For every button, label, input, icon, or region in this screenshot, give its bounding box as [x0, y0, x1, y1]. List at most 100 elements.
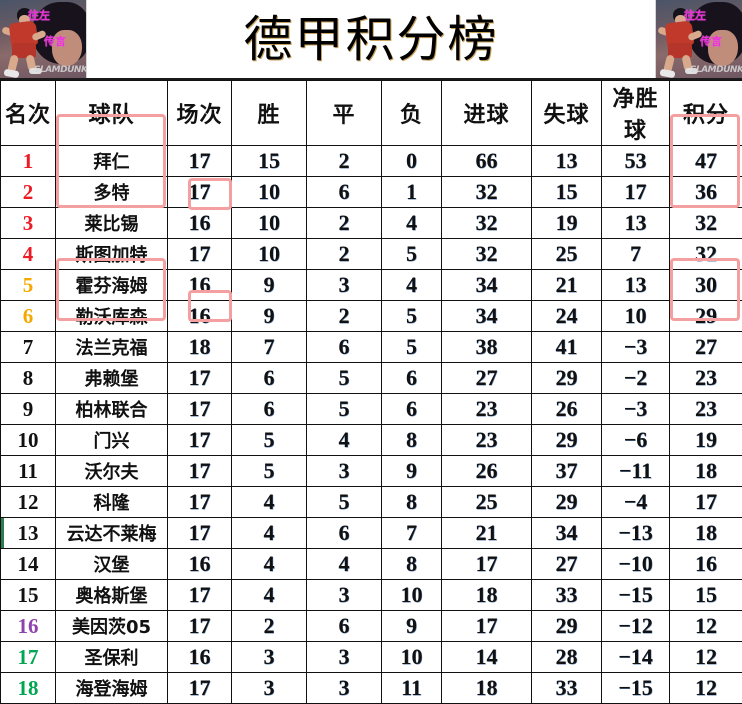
- cell-rank: 18: [1, 673, 56, 704]
- cell-won: 4: [232, 549, 307, 580]
- cell-rank: 11: [1, 456, 56, 487]
- cell-ga: 29: [532, 611, 602, 642]
- cell-gf: 25: [442, 487, 532, 518]
- cell-gf: 21: [442, 518, 532, 549]
- title-area: 德甲积分榜: [86, 0, 656, 78]
- cell-ga: 15: [532, 177, 602, 208]
- cell-won: 9: [232, 301, 307, 332]
- cell-gf: 14: [442, 642, 532, 673]
- cell-won: 3: [232, 673, 307, 704]
- column-header-points[interactable]: 积分: [670, 81, 742, 146]
- cell-played: 17: [168, 146, 232, 177]
- cell-team-name: 柏林联合: [56, 394, 168, 425]
- cell-gd: −14: [602, 642, 670, 673]
- cell-team-name: 海登海姆: [56, 673, 168, 704]
- cell-gd: −13: [602, 518, 670, 549]
- column-header-drawn[interactable]: 平: [307, 81, 382, 146]
- column-header-ga[interactable]: 失球: [532, 81, 602, 146]
- cell-team-name: 霍芬海姆: [56, 270, 168, 301]
- cell-won: 3: [232, 642, 307, 673]
- cell-drawn: 3: [307, 642, 382, 673]
- column-header-gf[interactable]: 进球: [442, 81, 532, 146]
- cell-lost: 10: [382, 642, 442, 673]
- cell-lost: 0: [382, 146, 442, 177]
- cell-played: 18: [168, 332, 232, 363]
- column-header-played[interactable]: 场次: [168, 81, 232, 146]
- cell-drawn: 6: [307, 611, 382, 642]
- cell-drawn: 4: [307, 425, 382, 456]
- cell-team-name: 弗赖堡: [56, 363, 168, 394]
- cell-won: 9: [232, 270, 307, 301]
- cell-gd: −3: [602, 394, 670, 425]
- cell-gd: −12: [602, 611, 670, 642]
- cell-gf: 17: [442, 611, 532, 642]
- cell-gf: 27: [442, 363, 532, 394]
- cell-points: 18: [670, 456, 742, 487]
- cell-points: 17: [670, 487, 742, 518]
- column-header-rank[interactable]: 名次: [1, 81, 56, 146]
- page-header: 往左 传言 SLAMDUNK 德甲积分榜 往左 传言 SLAMDUNK: [0, 0, 742, 80]
- cell-won: 6: [232, 394, 307, 425]
- cell-won: 10: [232, 208, 307, 239]
- cell-drawn: 2: [307, 208, 382, 239]
- cell-lost: 5: [382, 301, 442, 332]
- column-header-won[interactable]: 胜: [232, 81, 307, 146]
- cell-gf: 38: [442, 332, 532, 363]
- cell-rank: 3: [1, 208, 56, 239]
- cell-drawn: 4: [307, 549, 382, 580]
- cell-played: 17: [168, 363, 232, 394]
- column-header-gd[interactable]: 净胜球: [602, 81, 670, 146]
- banner-watermark-right-1: 往左: [684, 10, 722, 22]
- cell-team-name: 拜仁: [56, 146, 168, 177]
- column-header-lost[interactable]: 负: [382, 81, 442, 146]
- cell-team-name: 沃尔夫: [56, 456, 168, 487]
- cell-rank: 10: [1, 425, 56, 456]
- cell-played: 17: [168, 177, 232, 208]
- cell-drawn: 5: [307, 394, 382, 425]
- cell-played: 16: [168, 301, 232, 332]
- cell-gd: −15: [602, 673, 670, 704]
- cell-ga: 34: [532, 518, 602, 549]
- cell-team-name: 科隆: [56, 487, 168, 518]
- cell-lost: 9: [382, 611, 442, 642]
- cell-ga: 13: [532, 146, 602, 177]
- cell-team-name: 勒沃库森: [56, 301, 168, 332]
- cell-rank: 4: [1, 239, 56, 270]
- cell-team-name: 法兰克福: [56, 332, 168, 363]
- slam-dunk-banner-right: 往左 传言 SLAMDUNK: [656, 0, 742, 78]
- cell-drawn: 3: [307, 673, 382, 704]
- cell-ga: 24: [532, 301, 602, 332]
- cell-points: 23: [670, 394, 742, 425]
- banner-brand-left: SLAMDUNK: [34, 65, 86, 75]
- cell-points: 12: [670, 673, 742, 704]
- standings-page: 往左 传言 SLAMDUNK 德甲积分榜 往左 传言 SLAMDUNK: [0, 0, 742, 660]
- cell-drawn: 3: [307, 456, 382, 487]
- cell-points: 36: [670, 177, 742, 208]
- column-header-team[interactable]: 球队: [56, 81, 168, 146]
- cell-gf: 34: [442, 270, 532, 301]
- cell-rank: 9: [1, 394, 56, 425]
- slam-dunk-banner-left: 往左 传言 SLAMDUNK: [0, 0, 86, 78]
- cell-played: 16: [168, 642, 232, 673]
- cell-drawn: 2: [307, 146, 382, 177]
- cell-points: 23: [670, 363, 742, 394]
